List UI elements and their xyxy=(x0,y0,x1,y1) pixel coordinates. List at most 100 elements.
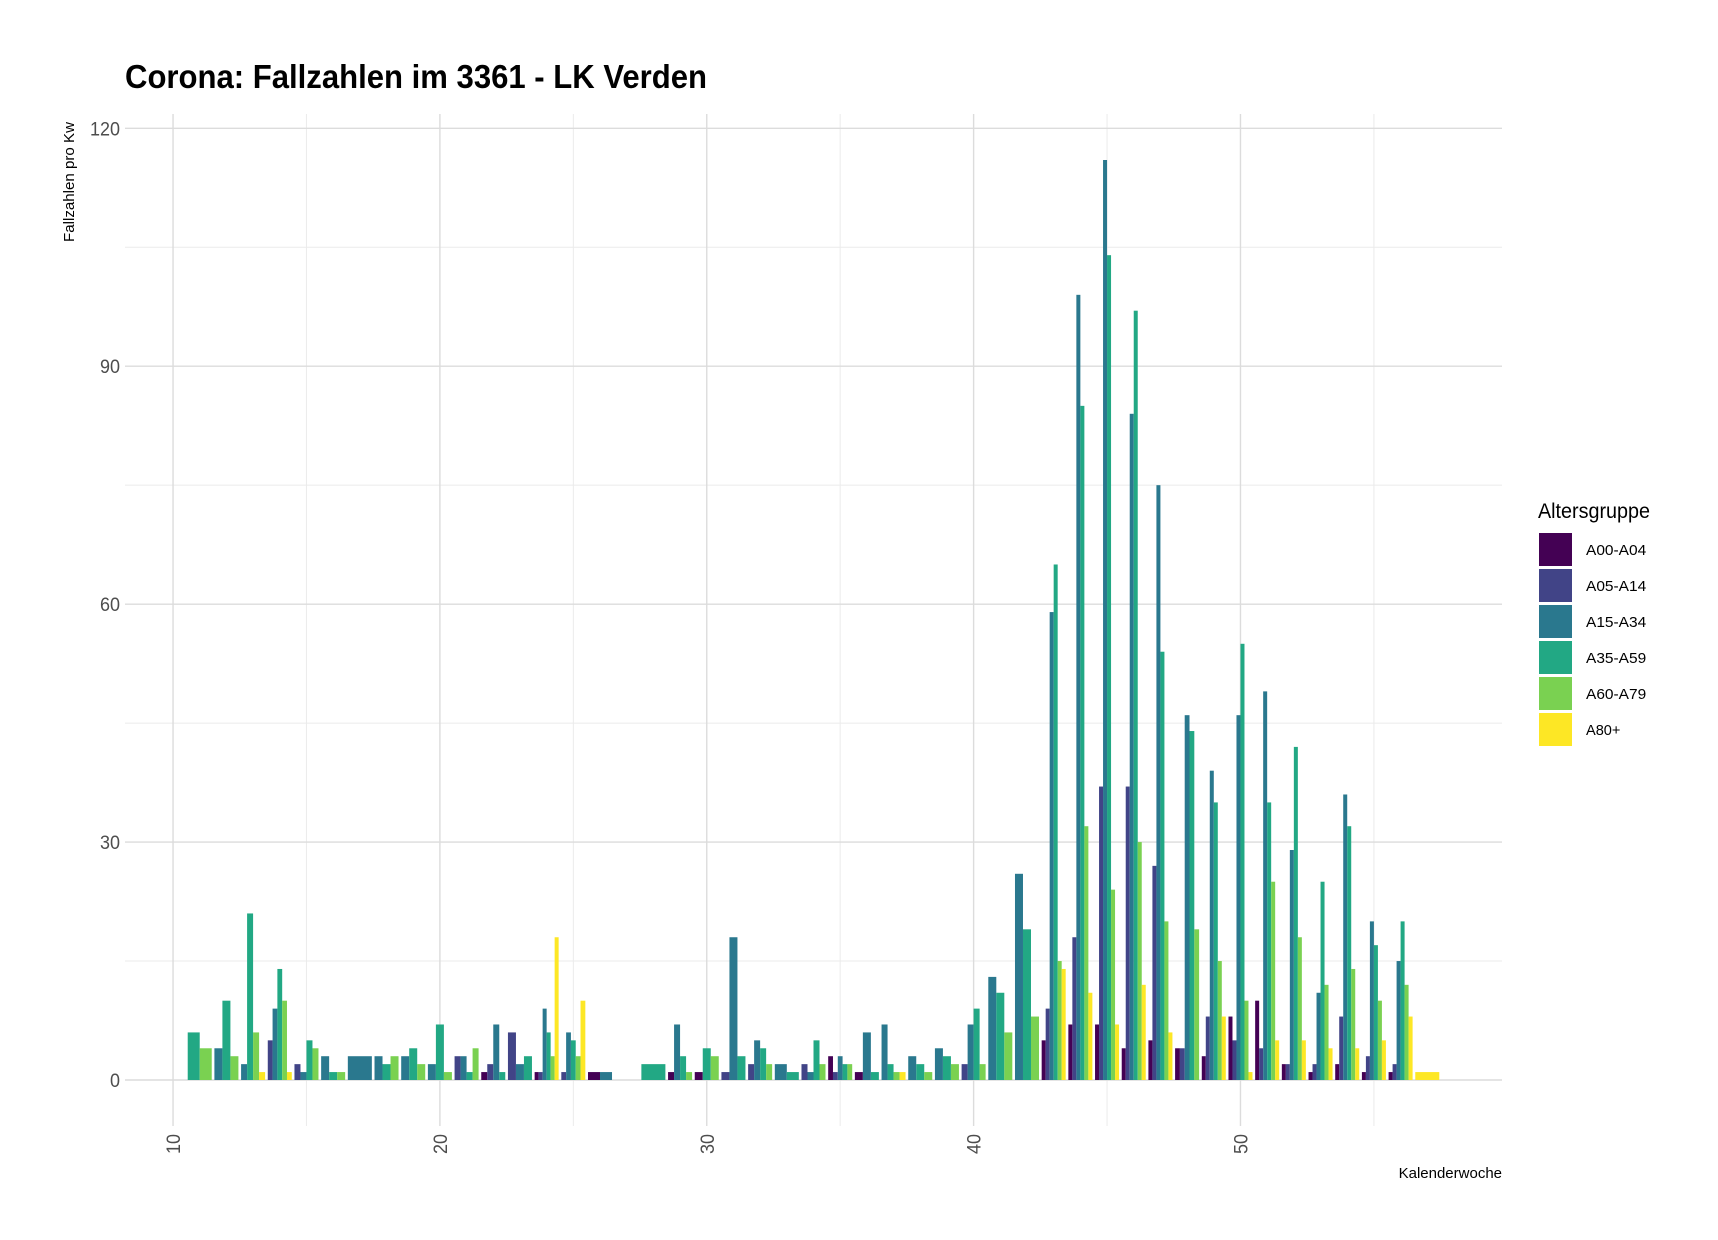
bar-a80plus-kw14 xyxy=(286,1072,292,1080)
bar-a15-a34-kw12 xyxy=(214,1048,223,1080)
bar-a15-a34-kw46 xyxy=(1129,413,1134,1080)
bar-a80plus-kw43 xyxy=(1061,968,1066,1080)
bar-a05-a14-kw40 xyxy=(961,1064,968,1080)
bar-a35-a59-kw25 xyxy=(570,1040,576,1080)
grid xyxy=(125,114,1502,1126)
bar-a00-a04-kw44 xyxy=(1068,1024,1073,1080)
bar-a15-a34-kw39 xyxy=(934,1048,943,1080)
bar-a15-a34-kw20 xyxy=(427,1064,436,1080)
bar-a60-a79-kw38 xyxy=(924,1072,933,1080)
bar-a35-a59-kw50 xyxy=(1240,643,1245,1080)
bar-a35-a59-kw23 xyxy=(523,1056,532,1080)
bar-a15-a34-kw15 xyxy=(300,1072,307,1080)
legend-key-a00-a04 xyxy=(1539,533,1572,566)
bar-a05-a14-kw21 xyxy=(454,1056,461,1080)
bar-a05-a14-kw47 xyxy=(1152,865,1157,1080)
bar-a05-a14-kw46 xyxy=(1125,786,1130,1080)
bar-a60-a79-kw29 xyxy=(686,1072,693,1080)
bar-a15-a34-kw45 xyxy=(1103,160,1108,1080)
bar-a05-a14-kw32 xyxy=(748,1064,755,1080)
bar-a15-a34-kw37 xyxy=(881,1024,888,1080)
bar-a60-a79-kw49 xyxy=(1217,961,1222,1080)
bar-a00-a04-kw35 xyxy=(828,1056,833,1080)
bar-a05-a14-kw48 xyxy=(1179,1048,1185,1080)
bar-a35-a59-kw35 xyxy=(842,1064,848,1080)
bar-a35-a59-kw15 xyxy=(306,1040,313,1080)
bar-a60-a79-kw11 xyxy=(199,1048,212,1080)
bar-a05-a14-kw22 xyxy=(487,1064,494,1080)
bar-a60-a79-kw54 xyxy=(1351,968,1356,1080)
bar-a00-a04-kw48 xyxy=(1175,1048,1180,1080)
bar-a35-a59-kw34 xyxy=(813,1040,820,1080)
bar-a05-a14-kw34 xyxy=(801,1064,808,1080)
bar-a15-a34-kw55 xyxy=(1369,921,1374,1080)
bar-a05-a14-kw24 xyxy=(538,1072,543,1080)
legend-key-a80plus xyxy=(1539,713,1572,746)
bar-a35-a59-kw52 xyxy=(1293,746,1298,1080)
bar-a35-a59-kw12 xyxy=(222,1000,231,1080)
bar-a35-a59-kw53 xyxy=(1320,881,1325,1080)
bar-a15-a34-kw32 xyxy=(754,1040,761,1080)
bar-a15-a34-kw13 xyxy=(241,1064,248,1080)
bar-a60-a79-kw43 xyxy=(1057,961,1062,1080)
bar-a05-a14-kw15 xyxy=(294,1064,301,1080)
x-tick-label: 20 xyxy=(431,1134,452,1154)
legend-key-a60-a79 xyxy=(1539,677,1572,710)
bar-a60-a79-kw52 xyxy=(1297,937,1302,1080)
bar-a15-a34-kw26 xyxy=(600,1072,613,1080)
bar-a05-a14-kw35 xyxy=(832,1072,838,1080)
bar-a60-a79-kw24 xyxy=(550,1056,555,1080)
bar-a35-a59-kw20 xyxy=(435,1024,444,1080)
bar-a05-a14-kw31 xyxy=(721,1072,730,1080)
bar-a60-a79-kw41 xyxy=(1004,1032,1013,1080)
bar-a15-a34-kw35 xyxy=(837,1056,843,1080)
legend-title: Altersgruppe xyxy=(1538,500,1650,523)
legend-key-a35-a59 xyxy=(1539,641,1572,674)
legend-label: A80+ xyxy=(1586,722,1621,739)
bar-a05-a14-kw25 xyxy=(561,1072,567,1080)
bar-a35-a59-kw43 xyxy=(1053,564,1058,1080)
bar-a35-a59-kw32 xyxy=(760,1048,767,1080)
bar-a60-a79-kw50 xyxy=(1244,1000,1249,1080)
x-tick-label: 50 xyxy=(1231,1134,1252,1154)
x-axis-ticks: 10 20 30 40 50 xyxy=(164,1134,1252,1154)
bar-a80plus-kw24 xyxy=(554,937,559,1080)
bar-a60-a79-kw45 xyxy=(1111,889,1116,1080)
bar-a80plus-kw54 xyxy=(1355,1048,1360,1080)
bar-a60-a79-kw39 xyxy=(950,1064,959,1080)
bar-a80plus-kw57 xyxy=(1415,1072,1440,1080)
bar-a00-a04-kw50 xyxy=(1228,1016,1233,1080)
legend-label: A05-A14 xyxy=(1586,578,1646,595)
bar-a05-a14-kw53 xyxy=(1312,1064,1317,1080)
bar-a80plus-kw46 xyxy=(1141,984,1146,1080)
bar-a35-a59-kw51 xyxy=(1267,802,1272,1080)
bar-a35-a59-kw31 xyxy=(737,1056,746,1080)
bar-a60-a79-kw35 xyxy=(847,1064,853,1080)
bar-a35-a59-kw54 xyxy=(1347,826,1352,1080)
chart-title: Corona: Fallzahlen im 3361 - LK Verden xyxy=(125,58,707,95)
bar-a00-a04-kw29 xyxy=(668,1072,675,1080)
legend: Altersgruppe A00-A04 A05-A14 A15-A34 A35-A5… xyxy=(1538,500,1650,746)
bar-a00-a04-kw36 xyxy=(854,1072,863,1080)
y-axis-ticks: 0 30 60 90 120 xyxy=(90,119,120,1092)
bar-a60-a79-kw15 xyxy=(312,1048,319,1080)
bar-a35-a59-kw45 xyxy=(1107,255,1112,1080)
bar-a60-a79-kw20 xyxy=(443,1072,452,1080)
bar-a35-a59-kw47 xyxy=(1160,651,1165,1080)
bar-a05-a14-kw52 xyxy=(1285,1064,1290,1080)
bar-a60-a79-kw47 xyxy=(1164,921,1169,1080)
bar-a05-a14-kw50 xyxy=(1232,1040,1237,1080)
bar-a00-a04-kw52 xyxy=(1281,1064,1286,1080)
bar-a60-a79-kw30 xyxy=(710,1056,719,1080)
bar-a15-a34-kw16 xyxy=(321,1056,330,1080)
bar-a60-a79-kw16 xyxy=(337,1072,346,1080)
bar-a35-a59-kw37 xyxy=(887,1064,894,1080)
bar-a00-a04-kw56 xyxy=(1388,1072,1393,1080)
bar-a60-a79-kw56 xyxy=(1404,984,1409,1080)
bar-a00-a04-kw47 xyxy=(1148,1040,1153,1080)
bar-a00-a04-kw46 xyxy=(1121,1048,1126,1080)
x-tick-label: 10 xyxy=(164,1134,185,1154)
bar-a80plus-kw45 xyxy=(1115,1024,1120,1080)
bar-a05-a14-kw51 xyxy=(1259,1048,1264,1080)
bar-a05-a14-kw23 xyxy=(507,1032,516,1080)
